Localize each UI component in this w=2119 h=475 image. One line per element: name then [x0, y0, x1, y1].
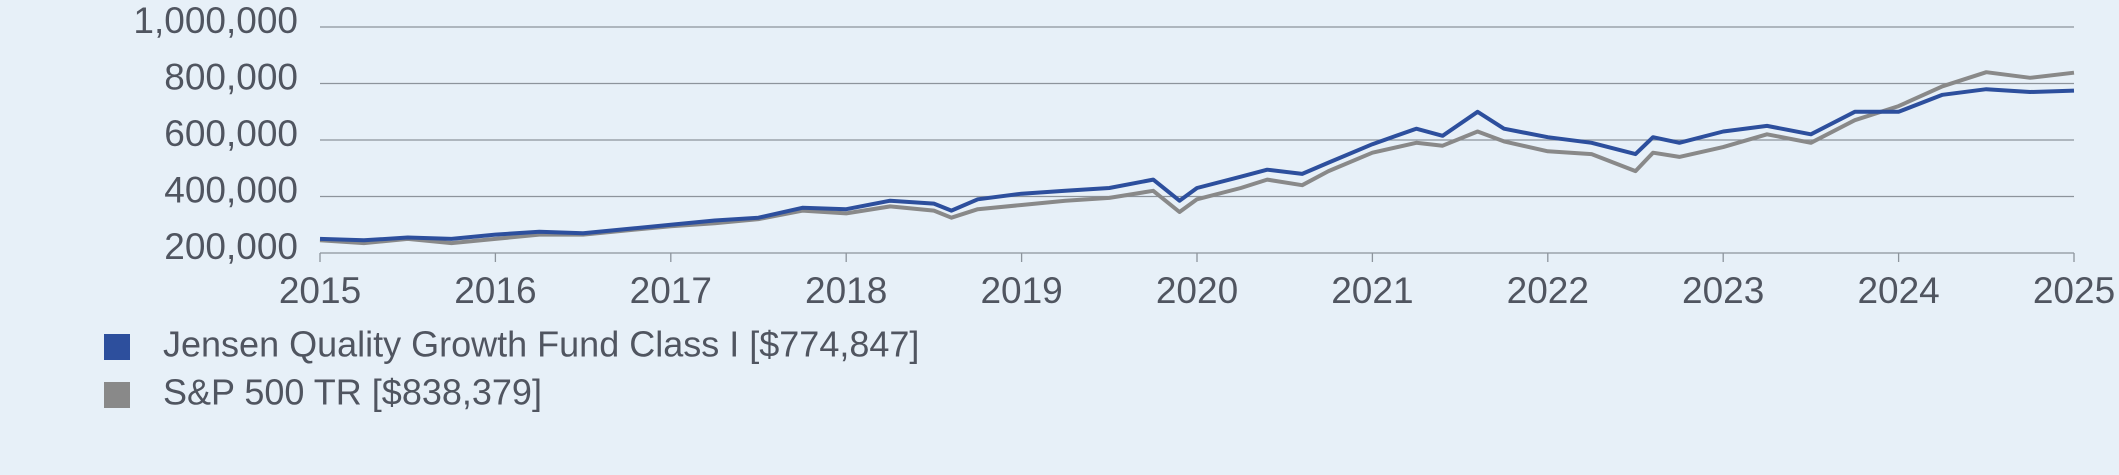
- x-tick-label: 2020: [1156, 270, 1238, 311]
- x-tick-label: 2017: [630, 270, 712, 311]
- legend-text: S&P 500 TR [$838,379]: [163, 372, 542, 413]
- y-tick-label: 1,000,000: [133, 0, 298, 41]
- series-line: [319, 70, 2075, 246]
- x-tick-label: 2023: [1682, 270, 1764, 311]
- y-tick-label: 600,000: [164, 113, 298, 154]
- legend-text: Jensen Quality Growth Fund Class I [$774…: [163, 324, 919, 365]
- x-tick-label: 2022: [1507, 270, 1589, 311]
- y-tick-label: 400,000: [164, 169, 298, 210]
- series-line: [319, 87, 2075, 243]
- y-tick-label: 200,000: [164, 226, 298, 267]
- legend-swatch: [104, 334, 130, 360]
- x-tick-label: 2018: [805, 270, 887, 311]
- x-tick-label: 2024: [1857, 270, 1939, 311]
- x-tick-label: 2021: [1331, 270, 1413, 311]
- y-tick-label: 800,000: [164, 56, 298, 97]
- x-tick-label: 2019: [980, 270, 1062, 311]
- x-tick-label: 2025: [2033, 270, 2115, 311]
- x-tick-label: 2016: [454, 270, 536, 311]
- legend-swatch: [104, 382, 130, 408]
- x-tick-label: 2015: [279, 270, 361, 311]
